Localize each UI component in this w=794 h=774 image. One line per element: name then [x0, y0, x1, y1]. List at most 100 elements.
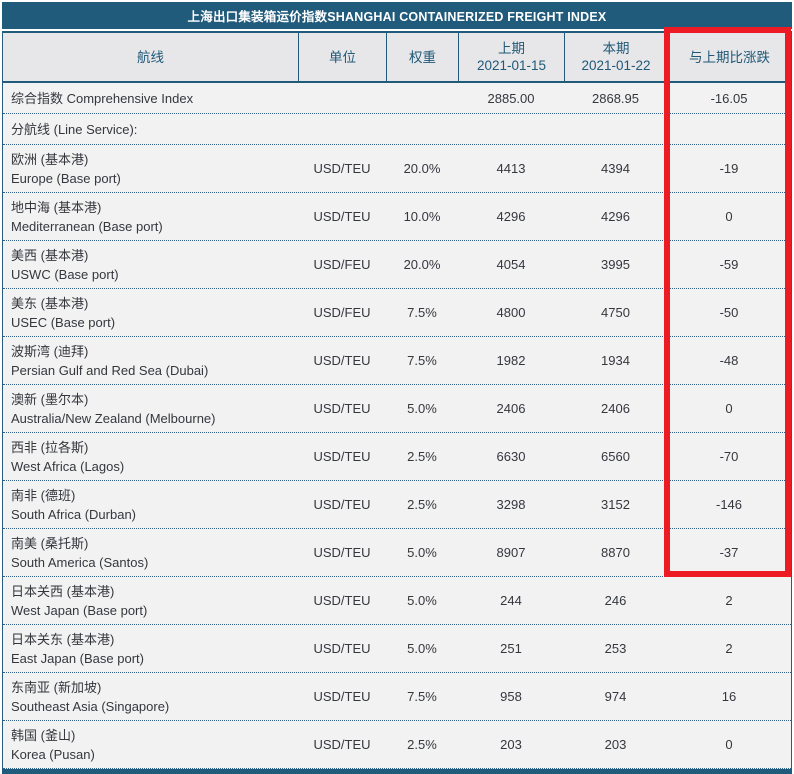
route-cell: 南美 (桑托斯) South America (Santos) [3, 529, 298, 576]
change-value-cell: 0 [725, 737, 733, 752]
route-name-en: Southeast Asia (Singapore) [11, 698, 170, 714]
previous-value-cell: 244 [500, 593, 522, 608]
change-value-cell: -59 [719, 257, 739, 272]
route-cell: 东南亚 (新加坡) Southeast Asia (Singapore) [3, 673, 298, 720]
table-row: 欧洲 (基本港) Europe (Base port) USD/TEU 20.0%… [3, 145, 791, 193]
current-value-cell: 4750 [601, 305, 630, 320]
route-name-en: South Africa (Durban) [11, 506, 137, 522]
current-value-cell [564, 114, 667, 144]
table-row: 日本关西 (基本港) West Japan (Base port) USD/TEU… [3, 577, 791, 625]
unit-cell: USD/TEU [313, 449, 371, 464]
table-row: 地中海 (基本港) Mediterranean (Base port) USD/T… [3, 193, 791, 241]
route-name-cn: 分航线 (Line Service): [11, 121, 138, 137]
page-title-text: 上海出口集装箱运价指数SHANGHAI CONTAINERIZED FREIGH… [187, 10, 607, 24]
unit-cell: USD/TEU [313, 593, 371, 608]
weight-cell: 5.0% [407, 593, 437, 608]
table-body: 综合指数 Comprehensive Index 2885.00 2868.95… [3, 83, 791, 769]
route-cell: 日本关东 (基本港) East Japan (Base port) [3, 625, 298, 672]
previous-value-cell: 1982 [496, 353, 526, 368]
route-cell: 日本关西 (基本港) West Japan (Base port) [3, 577, 298, 624]
table-row: 波斯湾 (迪拜) Persian Gulf and Red Sea (Dubai)… [3, 337, 791, 385]
unit-cell: USD/TEU [313, 161, 371, 176]
unit-cell: USD/TEU [313, 545, 371, 560]
route-name-cn: 南非 (德班) [11, 487, 76, 503]
weight-cell: 5.0% [407, 545, 437, 560]
previous-value-cell: 251 [500, 641, 522, 656]
change-value-cell: 0 [725, 209, 733, 224]
current-value-cell: 4296 [601, 209, 630, 224]
previous-period-label: 上期 [498, 41, 525, 56]
route-cell: 综合指数 Comprehensive Index [3, 83, 298, 113]
unit-cell: USD/TEU [313, 497, 371, 512]
route-name-en: USEC (Base port) [11, 314, 116, 330]
weight-cell [386, 114, 458, 144]
route-name-en: West Japan (Base port) [11, 602, 148, 618]
previous-value-cell: 203 [500, 737, 522, 752]
table-row: 美东 (基本港) USEC (Base port) USD/FEU 7.5% 48… [3, 289, 791, 337]
unit-cell: USD/TEU [313, 353, 371, 368]
route-cell: 美西 (基本港) USWC (Base port) [3, 241, 298, 288]
route-name-cn: 南美 (桑托斯) [11, 535, 89, 551]
weight-cell: 7.5% [407, 689, 437, 704]
weight-cell: 2.5% [407, 497, 437, 512]
route-name-cn: 日本关东 (基本港) [11, 631, 115, 647]
route-name-en: Korea (Pusan) [11, 746, 95, 762]
route-name-en: South America (Santos) [11, 554, 149, 570]
current-value-cell: 4394 [601, 161, 630, 176]
current-value-cell: 3152 [601, 497, 630, 512]
column-header-route: 航线 [137, 49, 164, 65]
route-name-cn: 日本关西 (基本港) [11, 583, 115, 599]
previous-period-date: 2021-01-15 [476, 58, 547, 73]
change-value-cell [667, 114, 791, 144]
current-value-cell: 3995 [601, 257, 630, 272]
current-value-cell: 8870 [601, 545, 630, 560]
previous-value-cell: 4413 [496, 161, 526, 176]
weight-cell: 2.5% [407, 737, 437, 752]
table-bottom-border [2, 769, 792, 774]
weight-cell: 7.5% [407, 353, 437, 368]
unit-cell: USD/FEU [313, 257, 371, 272]
route-name-cn: 美西 (基本港) [11, 247, 89, 263]
current-value-cell: 1934 [601, 353, 630, 368]
previous-value-cell: 4054 [496, 257, 526, 272]
previous-value-cell: 3298 [496, 497, 526, 512]
weight-cell [386, 83, 458, 113]
weight-cell: 10.0% [403, 209, 441, 224]
route-name-cn: 西非 (拉各斯) [11, 439, 89, 455]
change-value-cell: -50 [719, 305, 739, 320]
table-row: 东南亚 (新加坡) Southeast Asia (Singapore) USD/… [3, 673, 791, 721]
current-value-cell: 253 [604, 641, 627, 656]
previous-value-cell: 6630 [496, 449, 526, 464]
table-row: 美西 (基本港) USWC (Base port) USD/FEU 20.0% 4… [3, 241, 791, 289]
previous-value-cell: 8907 [496, 545, 526, 560]
weight-cell: 7.5% [407, 305, 437, 320]
column-header-previous-period: 上期 2021-01-15 [458, 33, 564, 81]
change-value-cell: -19 [719, 161, 739, 176]
route-cell: 澳新 (墨尔本) Australia/New Zealand (Melbourne… [3, 385, 298, 432]
route-cell: 美东 (基本港) USEC (Base port) [3, 289, 298, 336]
previous-value-cell [458, 114, 564, 144]
table-row: 综合指数 Comprehensive Index 2885.00 2868.95… [3, 83, 791, 114]
unit-cell [298, 83, 386, 113]
current-period-label: 本期 [602, 41, 630, 56]
route-name-cn: 美东 (基本港) [11, 295, 89, 311]
route-name-cn: 韩国 (釜山) [11, 727, 76, 743]
route-cell: 韩国 (釜山) Korea (Pusan) [3, 721, 298, 768]
route-name-cn: 澳新 (墨尔本) [11, 391, 89, 407]
change-value-cell: 2 [725, 641, 733, 656]
current-value-cell: 203 [604, 737, 627, 752]
change-value-cell: 2 [725, 593, 733, 608]
table-row: 南美 (桑托斯) South America (Santos) USD/TEU 5… [3, 529, 791, 577]
change-value-cell: -70 [719, 449, 739, 464]
unit-cell: USD/TEU [313, 209, 371, 224]
table-row: 澳新 (墨尔本) Australia/New Zealand (Melbourne… [3, 385, 791, 433]
column-header-current-period: 本期 2021-01-22 [564, 33, 667, 81]
route-name-cn: 欧洲 (基本港) [11, 151, 89, 167]
current-value-cell: 2868.95 [592, 90, 639, 106]
table-row: 西非 (拉各斯) West Africa (Lagos) USD/TEU 2.5%… [3, 433, 791, 481]
previous-value-cell: 2885.00 [487, 90, 535, 106]
change-value-cell: 0 [725, 401, 733, 416]
column-header-weight: 权重 [386, 33, 458, 81]
route-cell: 西非 (拉各斯) West Africa (Lagos) [3, 433, 298, 480]
